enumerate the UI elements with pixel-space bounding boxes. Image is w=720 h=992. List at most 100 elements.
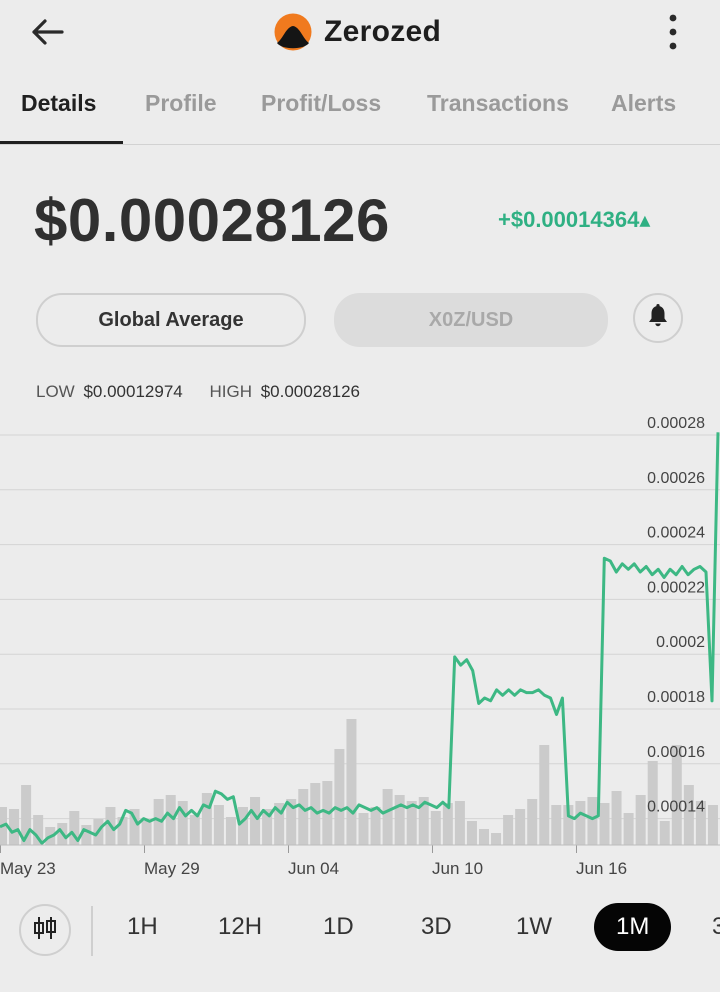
pair-selector-label: X0Z/USD <box>428 308 514 331</box>
tab-profile[interactable]: Profile <box>145 90 217 116</box>
volume-bar <box>491 833 502 845</box>
average-selector-label: Global Average <box>98 308 244 331</box>
top-bar: Zerozed <box>0 0 720 64</box>
range-selector: 1H 12H 1D 3D 1W 1M 3 <box>0 898 720 964</box>
pair-selector-button[interactable]: X0Z/USD <box>334 293 608 347</box>
volume-bar <box>141 821 152 845</box>
volume-bar <box>611 791 622 845</box>
volume-bar <box>153 799 164 845</box>
volume-bar <box>659 821 670 845</box>
brand: Zerozed <box>274 12 441 52</box>
volume-bar <box>117 817 128 845</box>
volume-bar <box>286 799 297 845</box>
volume-bar <box>262 809 273 845</box>
y-tick-label: 0.00016 <box>647 744 705 761</box>
candlestick-icon <box>32 914 58 947</box>
bell-icon <box>646 303 670 334</box>
current-price: $0.00028126 <box>34 187 390 254</box>
app-title: Zerozed <box>324 15 442 48</box>
volume-bar <box>539 745 550 845</box>
volume-bar <box>310 783 321 845</box>
x-tick-label: Jun 16 <box>576 859 627 878</box>
volume-bar <box>334 749 345 845</box>
x-tick-label: Jun 04 <box>288 859 339 878</box>
volume-bar <box>454 801 465 845</box>
price-alert-button[interactable] <box>633 293 683 343</box>
range-1h[interactable]: 1H <box>127 913 158 940</box>
volume-bar <box>466 821 477 845</box>
price-change: +$0.00014364▴ <box>498 207 651 232</box>
volume-bar <box>587 797 598 845</box>
volume-bar <box>394 795 405 845</box>
volume-bar <box>129 809 140 845</box>
volume-bar <box>346 719 357 845</box>
volume-bar <box>382 789 393 845</box>
volume-bar <box>250 797 261 845</box>
volume-bar <box>274 803 285 845</box>
x-tick-label: Jun 10 <box>432 859 483 878</box>
y-tick-label: 0.0002 <box>656 634 705 651</box>
range-1w[interactable]: 1W <box>516 913 552 940</box>
volume-bar <box>671 745 682 845</box>
volume-bar <box>177 801 188 845</box>
range-3d[interactable]: 3D <box>421 913 452 940</box>
y-tick-label: 0.00024 <box>647 525 705 542</box>
volume-bar <box>9 809 20 845</box>
volume-bar <box>225 817 236 845</box>
tab-alerts[interactable]: Alerts <box>611 90 677 116</box>
tab-profit-loss[interactable]: Profit/Loss <box>261 90 382 116</box>
volume-bar <box>527 799 538 845</box>
y-tick-label: 0.00022 <box>647 579 705 596</box>
volume-bar <box>599 803 610 845</box>
range-divider <box>91 906 93 956</box>
range-1d[interactable]: 1D <box>323 913 354 940</box>
volume-bar <box>298 789 309 845</box>
volume-bar <box>575 801 586 845</box>
high-label: HIGH <box>209 382 252 401</box>
back-arrow-icon[interactable] <box>28 14 68 50</box>
active-tab-indicator <box>0 141 123 144</box>
volume-bar <box>165 795 176 845</box>
volume-bar <box>201 793 212 845</box>
volume-bar <box>406 801 417 845</box>
volume-bar <box>563 805 574 845</box>
volume-bar <box>683 785 694 845</box>
volume-bar <box>370 807 381 845</box>
volume-bar <box>695 801 706 845</box>
range-1m[interactable]: 1M <box>594 903 672 951</box>
volume-bar <box>623 813 634 845</box>
volume-bar <box>635 795 646 845</box>
low-value: $0.00012974 <box>83 382 183 401</box>
y-tick-label: 0.00028 <box>647 415 705 432</box>
more-options-icon[interactable] <box>660 12 686 52</box>
volume-bar <box>647 761 658 845</box>
y-tick-label: 0.00014 <box>647 799 705 816</box>
tab-details[interactable]: Details <box>21 90 97 116</box>
volume-bar <box>81 825 92 845</box>
x-tick-label: May 23 <box>0 859 56 878</box>
candlestick-toggle-button[interactable] <box>19 904 71 956</box>
range-3m-partial[interactable]: 3 <box>712 913 720 940</box>
average-selector-button[interactable]: Global Average <box>36 293 306 347</box>
volume-bar <box>213 805 224 845</box>
volume-bar <box>551 805 562 845</box>
range-12h[interactable]: 12H <box>218 913 263 940</box>
tab-bar: Details Profile Profit/Loss Transactions… <box>0 76 720 145</box>
price-chart[interactable]: 0.00028 0.00026 0.00024 0.00022 0.0002 0.0001… <box>0 405 720 885</box>
volume-bar <box>358 813 369 845</box>
volume-bar <box>479 829 489 845</box>
low-high-stats: LOW $0.00012974 HIGH $0.00028126 <box>36 382 382 402</box>
tab-transactions[interactable]: Transactions <box>427 90 569 116</box>
volume-bar <box>33 815 44 845</box>
y-tick-label: 0.00018 <box>647 689 705 706</box>
volume-bar <box>21 785 32 845</box>
zerozed-logo-icon <box>274 13 312 51</box>
volume-bar <box>442 803 453 845</box>
x-tick-label: May 29 <box>144 859 200 878</box>
volume-bar <box>707 805 718 845</box>
volume-bar <box>69 811 80 845</box>
y-tick-label: 0.00026 <box>647 470 705 487</box>
volume-bar <box>238 807 248 845</box>
volume-bar <box>430 811 441 845</box>
volume-bar <box>515 809 526 845</box>
